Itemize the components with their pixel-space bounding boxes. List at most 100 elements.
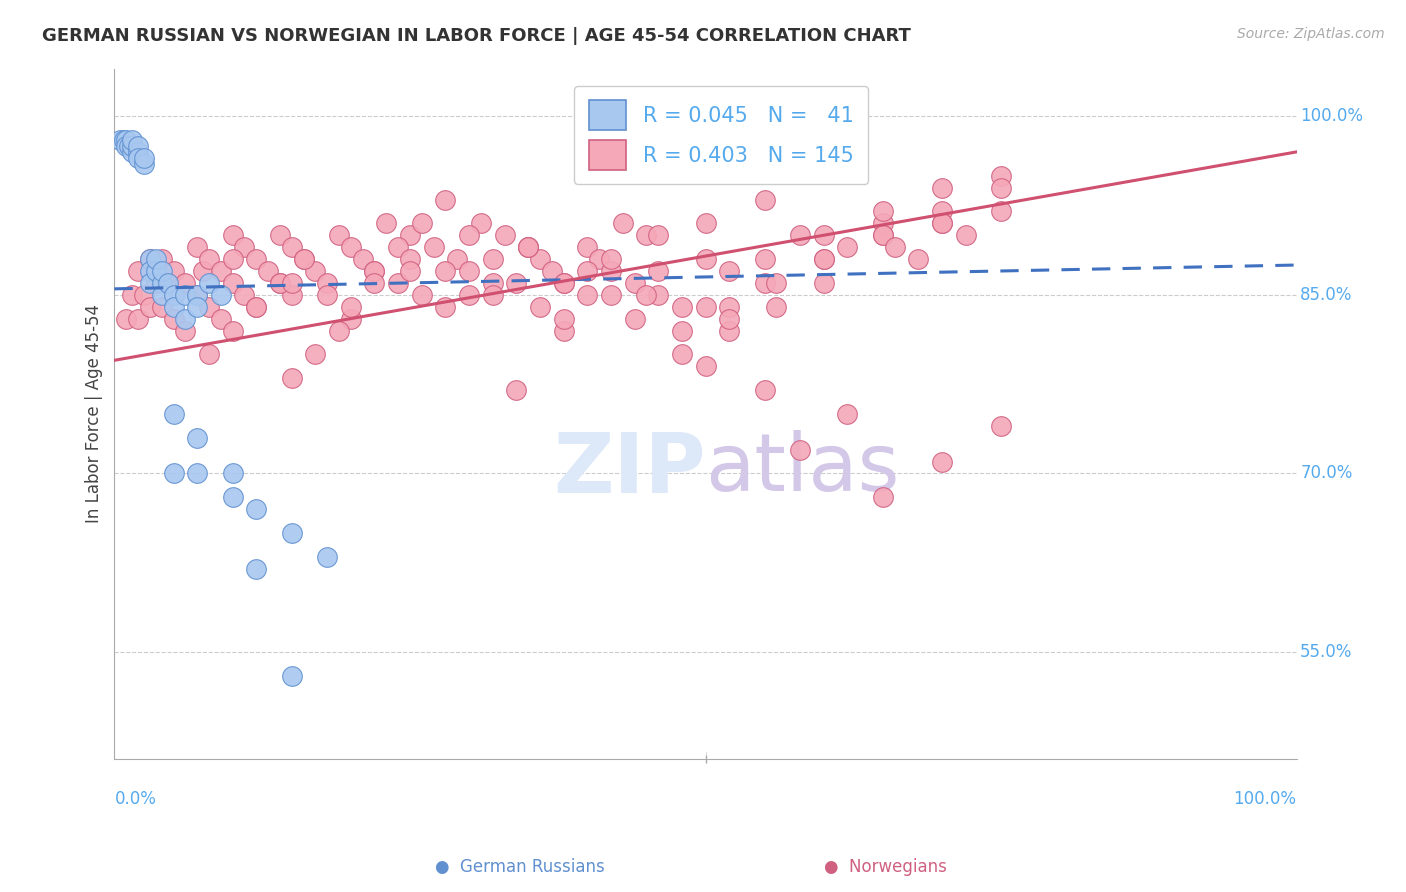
Point <box>505 383 527 397</box>
Point <box>754 383 776 397</box>
Point <box>754 193 776 207</box>
Point <box>718 264 741 278</box>
Point <box>115 311 138 326</box>
Text: 70.0%: 70.0% <box>1301 465 1353 483</box>
Point <box>411 287 433 301</box>
Text: 100.0%: 100.0% <box>1233 790 1296 808</box>
Point <box>623 276 645 290</box>
Point <box>121 133 143 147</box>
Point <box>671 324 693 338</box>
Point <box>150 252 173 266</box>
Point <box>931 216 953 230</box>
Point <box>434 264 457 278</box>
Point <box>245 300 267 314</box>
Point <box>576 287 599 301</box>
Point <box>375 216 398 230</box>
Point <box>576 240 599 254</box>
Point <box>221 228 243 243</box>
Point <box>245 252 267 266</box>
Point <box>872 490 894 504</box>
Point <box>304 264 326 278</box>
Point <box>399 228 422 243</box>
Point <box>316 287 339 301</box>
Point <box>221 490 243 504</box>
Point <box>304 347 326 361</box>
Point <box>132 287 155 301</box>
Point <box>209 287 232 301</box>
Point <box>174 287 197 301</box>
Point <box>150 264 173 278</box>
Point <box>162 467 184 481</box>
Point <box>280 371 302 385</box>
Point <box>280 526 302 541</box>
Point <box>186 431 208 445</box>
Point <box>813 228 835 243</box>
Point <box>145 264 167 278</box>
Point <box>636 287 658 301</box>
Point <box>718 311 741 326</box>
Text: ZIP: ZIP <box>553 429 706 509</box>
Point <box>328 324 350 338</box>
Point <box>434 193 457 207</box>
Text: 55.0%: 55.0% <box>1301 643 1353 661</box>
Point <box>647 228 669 243</box>
Point <box>647 264 669 278</box>
Point <box>127 139 149 153</box>
Text: ●  Norwegians: ● Norwegians <box>824 858 948 876</box>
Point <box>162 311 184 326</box>
Point <box>221 324 243 338</box>
Point <box>292 252 315 266</box>
Point <box>765 276 787 290</box>
Point <box>494 228 516 243</box>
Point <box>813 252 835 266</box>
Point <box>110 133 132 147</box>
Point <box>127 145 149 159</box>
Point <box>139 276 162 290</box>
Text: 85.0%: 85.0% <box>1301 285 1353 304</box>
Point <box>280 240 302 254</box>
Point <box>883 240 905 254</box>
Point <box>600 264 623 278</box>
Point <box>198 276 221 290</box>
Point <box>221 252 243 266</box>
Point <box>209 311 232 326</box>
Point <box>174 311 197 326</box>
Point <box>623 311 645 326</box>
Point <box>139 264 162 278</box>
Point <box>186 467 208 481</box>
Point <box>174 324 197 338</box>
Point <box>411 216 433 230</box>
Point <box>139 252 162 266</box>
Point <box>789 442 811 457</box>
Point <box>990 204 1012 219</box>
Point <box>600 287 623 301</box>
Point <box>647 287 669 301</box>
Point <box>576 264 599 278</box>
Point <box>245 300 267 314</box>
Point <box>245 562 267 576</box>
Point <box>316 276 339 290</box>
Point <box>612 216 634 230</box>
Point <box>517 240 540 254</box>
Point <box>955 228 977 243</box>
Point <box>117 139 139 153</box>
Point <box>931 454 953 468</box>
Point <box>280 276 302 290</box>
Text: Source: ZipAtlas.com: Source: ZipAtlas.com <box>1237 27 1385 41</box>
Point <box>540 264 562 278</box>
Point <box>517 240 540 254</box>
Point <box>553 276 575 290</box>
Point <box>139 300 162 314</box>
Point <box>481 276 503 290</box>
Point <box>115 133 138 147</box>
Point <box>269 276 291 290</box>
Point <box>872 216 894 230</box>
Y-axis label: In Labor Force | Age 45-54: In Labor Force | Age 45-54 <box>86 304 103 524</box>
Point <box>990 180 1012 194</box>
Point <box>121 145 143 159</box>
Point <box>553 324 575 338</box>
Point <box>458 228 481 243</box>
Point <box>481 252 503 266</box>
Point <box>636 228 658 243</box>
Point <box>422 240 444 254</box>
